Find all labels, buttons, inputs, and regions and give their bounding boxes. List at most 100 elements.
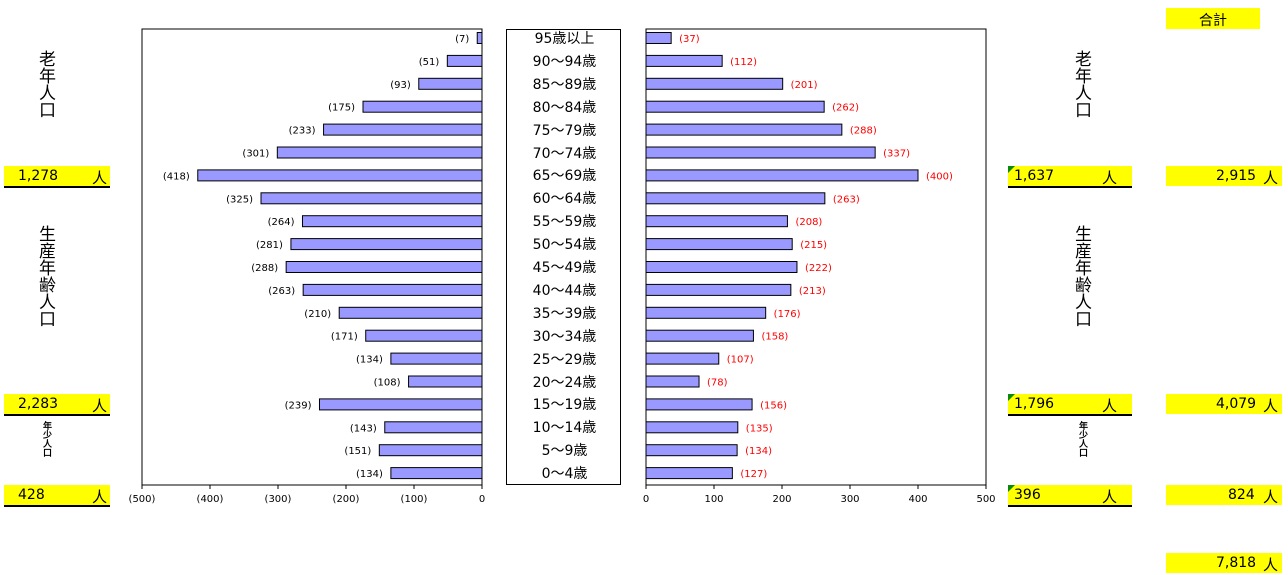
left-tick-label: (500) (129, 494, 156, 505)
marker-icon (1008, 485, 1015, 492)
total-elderly-cell: 2,915 人 (1166, 166, 1282, 187)
left-population-chart: (7) (51) (93) (175) (233) (301) (418) (325) (264… (129, 28, 485, 505)
left-bar (302, 283, 483, 296)
left-data-label: (143) (350, 423, 377, 434)
total-young-value: 824 (1228, 487, 1255, 503)
age-group-label: 45～49歳 (532, 260, 597, 276)
total-working-value: 4,079 (1216, 396, 1257, 412)
right-data-label: (135) (746, 423, 773, 434)
left-bar (301, 215, 483, 228)
left-bar (390, 467, 483, 480)
right-population-chart: (37) (112) (201) (262) (288) (337) (400) (263) (… (643, 28, 996, 505)
grand-total-value: 7,818 (1216, 555, 1257, 571)
age-group-label: 5～9歳 (541, 443, 588, 460)
right-working-value: 1,796 (1014, 396, 1055, 412)
right-data-label: (201) (791, 80, 818, 91)
left-bar (318, 398, 483, 411)
age-group-label: 25～29歳 (532, 351, 597, 368)
left-tick-label: (200) (333, 494, 360, 505)
left-young-value: 428 (18, 487, 45, 503)
total-elderly-unit: 人 (1263, 169, 1279, 187)
age-group-label: 30～34歳 (532, 328, 597, 345)
left-data-label: (93) (390, 80, 411, 91)
left-bar (418, 77, 483, 90)
age-group-label: 90～94歳 (532, 53, 597, 70)
left-working-value: 2,283 (18, 396, 59, 412)
left-data-label: (134) (356, 469, 383, 480)
age-group-label: 60～64歳 (532, 191, 597, 208)
age-group-label: 50～54歳 (532, 237, 597, 254)
left-data-label: (418) (163, 171, 190, 182)
right-data-label: (107) (727, 355, 754, 366)
right-bar (645, 54, 723, 67)
left-tick-label: (400) (197, 494, 224, 505)
total-working-unit: 人 (1263, 397, 1279, 415)
left-data-label: (175) (328, 103, 355, 114)
left-bar (362, 100, 483, 113)
left-data-label: (210) (304, 309, 331, 320)
right-data-label: (222) (805, 263, 832, 274)
age-group-label: 40～44歳 (532, 282, 597, 299)
left-bar (276, 146, 483, 159)
right-young-value-cell: 396 人 (1008, 485, 1132, 507)
right-data-label: (400) (926, 171, 953, 182)
left-elderly-unit: 人 (92, 169, 108, 187)
left-data-label: (288) (251, 263, 278, 274)
left-data-label: (151) (344, 446, 371, 457)
left-elderly-value-cell: 1,278 人 (4, 166, 110, 188)
left-bar (197, 169, 483, 182)
right-data-label: (213) (799, 286, 826, 297)
left-data-label: (7) (455, 34, 469, 45)
right-bar (645, 77, 784, 90)
left-data-label: (281) (256, 240, 283, 251)
age-group-label: 80～84歳 (532, 99, 597, 116)
age-group-label: 35～39歳 (532, 305, 597, 322)
age-group-label: 10～14歳 (532, 420, 597, 437)
right-bar (645, 238, 793, 251)
left-bar (408, 375, 483, 388)
right-bar (645, 352, 720, 365)
right-data-label: (158) (761, 332, 788, 343)
left-bar (365, 329, 483, 342)
left-young-value-cell: 428 人 (4, 485, 110, 507)
marker-icon (1008, 394, 1015, 401)
left-bar (446, 54, 483, 67)
right-bar (645, 398, 753, 411)
left-working-value-cell: 2,283 人 (4, 394, 110, 416)
left-data-label: (263) (268, 286, 295, 297)
age-group-label: 55～59歳 (532, 214, 597, 231)
age-group-labels: 95歳以上 90～94歳 85～89歳 80～84歳 75～79歳 70～74歳 65～69… (506, 29, 621, 485)
left-bar (290, 238, 483, 251)
right-data-label: (262) (832, 103, 859, 114)
left-data-label: (134) (356, 355, 383, 366)
left-bar (323, 123, 483, 136)
right-tick-label: 100 (704, 494, 723, 505)
right-bar (645, 444, 738, 457)
right-bar (645, 283, 792, 296)
right-young-label: 年少人口 (1077, 421, 1087, 457)
left-tick-label: 0 (479, 494, 485, 505)
grand-total-unit: 人 (1263, 556, 1279, 574)
right-data-label: (134) (745, 446, 772, 457)
right-working-label: 生産年齢人口 (1071, 225, 1091, 327)
left-data-label: (301) (242, 149, 269, 160)
left-plot-area (141, 28, 483, 486)
total-working-cell: 4,079 人 (1166, 394, 1282, 415)
total-header-text: 合計 (1199, 13, 1227, 29)
left-data-label: (239) (285, 400, 312, 411)
right-bar (645, 32, 672, 44)
left-data-label: (51) (419, 57, 440, 68)
right-data-label: (263) (833, 194, 860, 205)
right-data-label: (215) (800, 240, 827, 251)
right-elderly-unit: 人 (1102, 169, 1118, 187)
right-young-value: 396 (1014, 487, 1041, 503)
right-elderly-label: 老年人口 (1071, 50, 1091, 118)
right-data-label: (127) (740, 469, 767, 480)
right-bar (645, 215, 788, 228)
right-data-label: (288) (850, 126, 877, 137)
left-tick-label: (100) (401, 494, 428, 505)
age-group-label: 85～89歳 (532, 76, 597, 93)
right-data-label: (37) (679, 34, 700, 45)
right-data-label: (156) (760, 400, 787, 411)
left-data-label: (233) (289, 126, 316, 137)
